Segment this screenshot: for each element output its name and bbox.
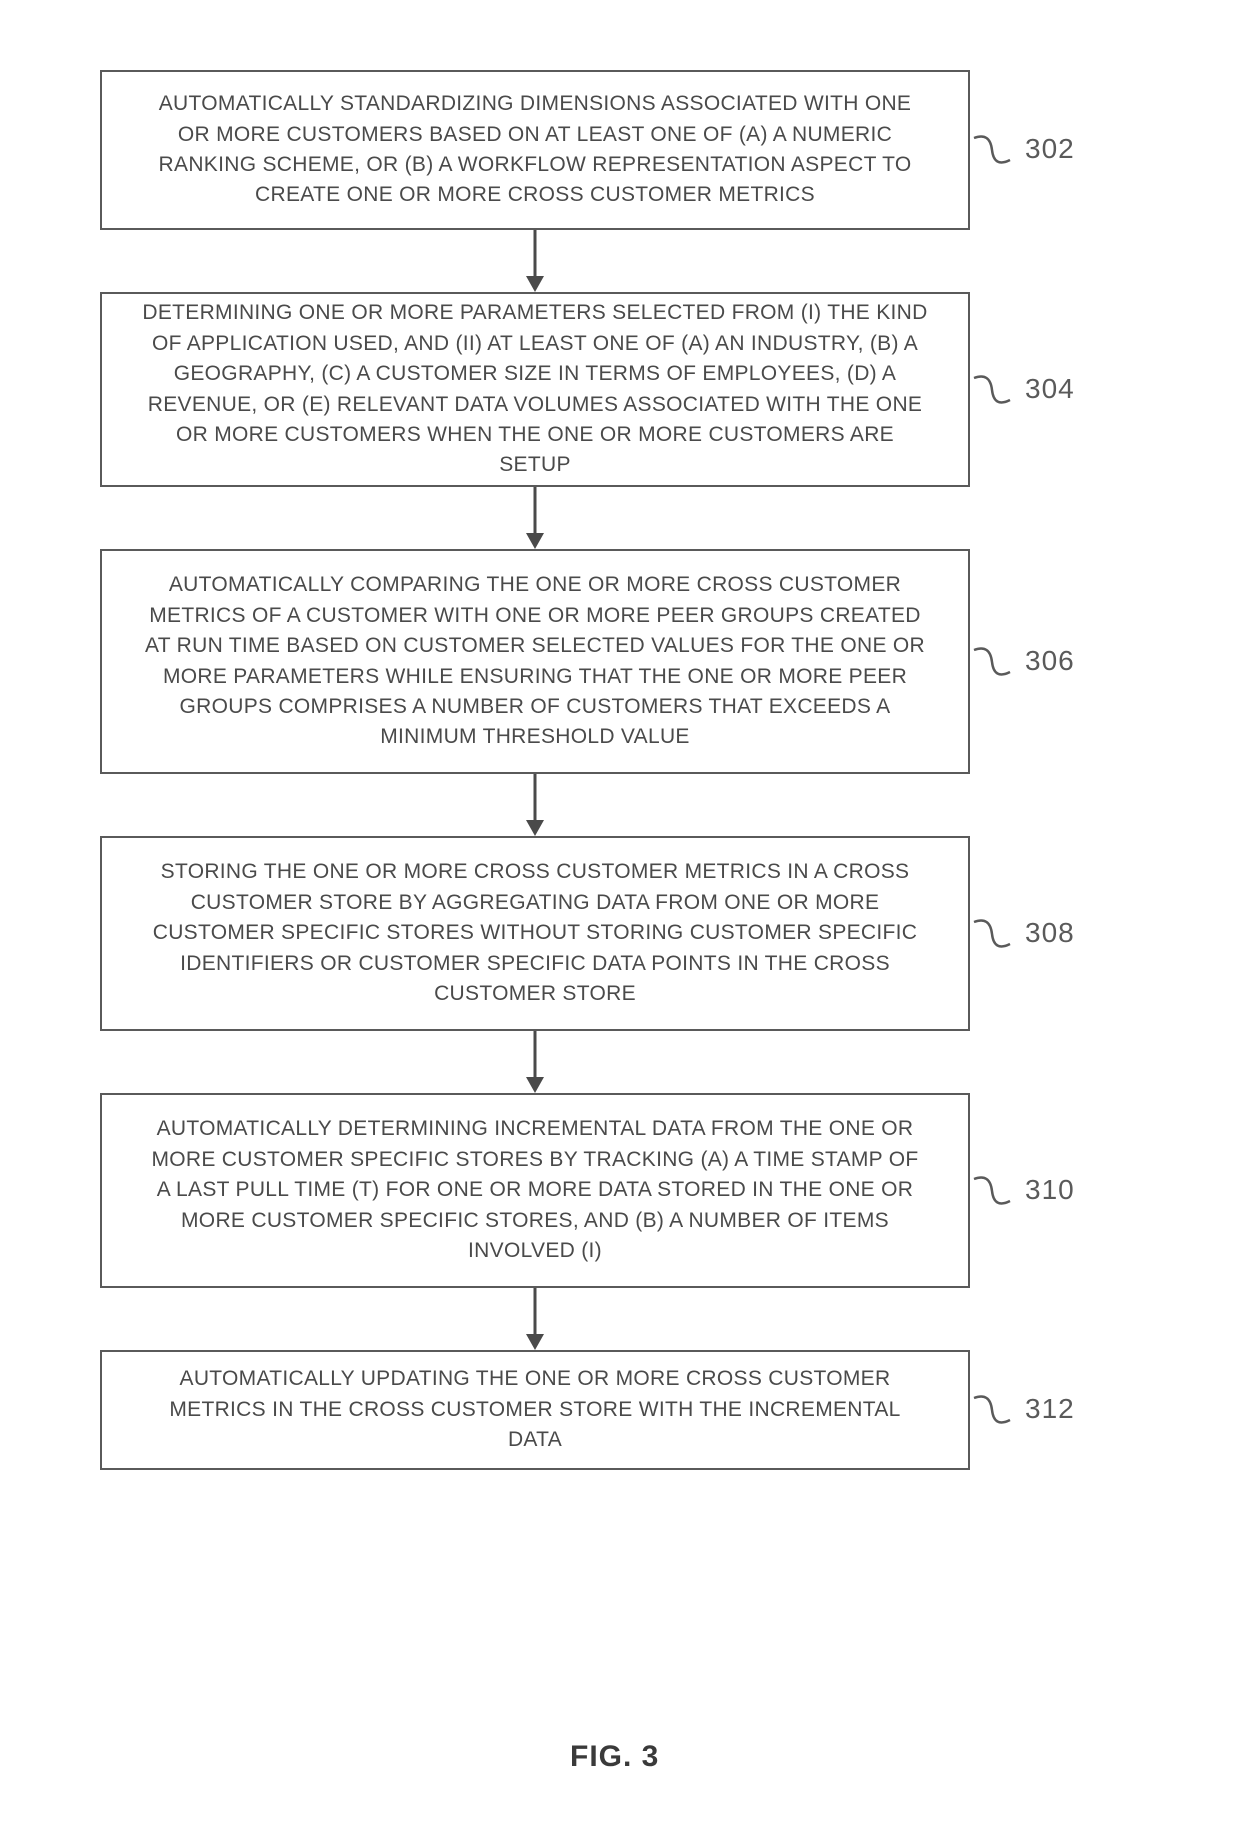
- brace-icon: [972, 914, 1022, 954]
- brace-icon: [972, 1390, 1022, 1430]
- arrow-down-icon: [520, 1031, 550, 1093]
- flow-arrow: [100, 230, 970, 292]
- flow-step-302: AUTOMATICALLY STANDARDIZING DIMENSIONS A…: [100, 70, 970, 230]
- step-label-310: 310: [1025, 1174, 1075, 1206]
- flow-step-308: STORING THE ONE OR MORE CROSS CUSTOMER M…: [100, 836, 970, 1031]
- arrow-down-icon: [520, 1288, 550, 1350]
- step-label-302: 302: [1025, 133, 1075, 165]
- brace-icon: [972, 642, 1022, 682]
- step-label-312: 312: [1025, 1393, 1075, 1425]
- flowchart-container: AUTOMATICALLY STANDARDIZING DIMENSIONS A…: [100, 70, 1140, 1470]
- step-label-308: 308: [1025, 917, 1075, 949]
- flow-arrow: [100, 774, 970, 836]
- flow-arrow: [100, 1031, 970, 1093]
- arrow-down-icon: [520, 774, 550, 836]
- flow-step-306: AUTOMATICALLY COMPARING THE ONE OR MORE …: [100, 549, 970, 774]
- brace-icon: [972, 130, 1022, 170]
- step-label-306: 306: [1025, 645, 1075, 677]
- arrow-down-icon: [520, 487, 550, 549]
- flow-arrow: [100, 487, 970, 549]
- flow-step-304: DETERMINING ONE OR MORE PARAMETERS SELEC…: [100, 292, 970, 487]
- flow-step-312: AUTOMATICALLY UPDATING THE ONE OR MORE C…: [100, 1350, 970, 1470]
- figure-label: FIG. 3: [570, 1740, 659, 1774]
- brace-icon: [972, 370, 1022, 410]
- step-label-304: 304: [1025, 373, 1075, 405]
- flow-arrow: [100, 1288, 970, 1350]
- arrow-down-icon: [520, 230, 550, 292]
- flow-step-310: AUTOMATICALLY DETERMINING INCREMENTAL DA…: [100, 1093, 970, 1288]
- brace-icon: [972, 1171, 1022, 1211]
